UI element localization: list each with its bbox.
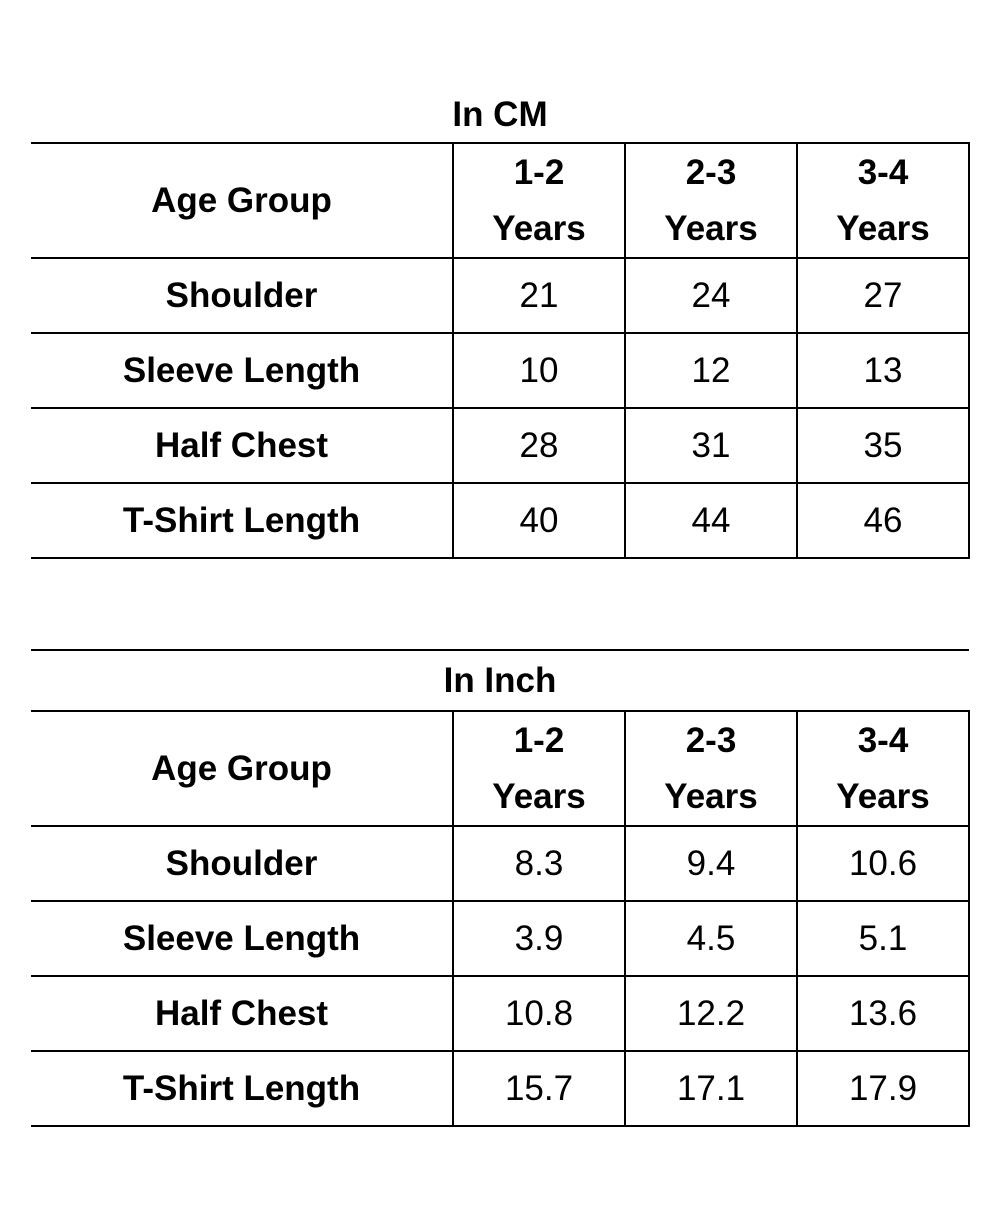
column-header: 3-4 Years — [796, 710, 970, 827]
table-cell: 28 — [452, 407, 626, 484]
table-title: In Inch — [31, 649, 969, 710]
table-cell: 10.6 — [796, 825, 970, 902]
table-row: T-Shirt Length 40 44 46 — [31, 482, 970, 559]
table-cell: 10 — [452, 332, 626, 409]
header-row: Age Group 1-2 Years 2-3 Years 3-4 Years — [31, 710, 970, 827]
table-cell: 17.1 — [624, 1050, 798, 1127]
row-label: Sleeve Length — [31, 900, 454, 977]
age-range: 1-2 — [513, 152, 565, 192]
row-label: Half Chest — [31, 975, 454, 1052]
age-unit: Years — [664, 776, 758, 816]
age-group-header: Age Group — [31, 710, 454, 827]
table-cell: 31 — [624, 407, 798, 484]
table-cell: 4.5 — [624, 900, 798, 977]
table-cell: 12 — [624, 332, 798, 409]
table-cell: 44 — [624, 482, 798, 559]
table-cell: 15.7 — [452, 1050, 626, 1127]
table-cell: 13.6 — [796, 975, 970, 1052]
table-row: Shoulder 21 24 27 — [31, 257, 970, 334]
size-grid: Age Group 1-2 Years 2-3 Years 3-4 Years Sho… — [31, 142, 970, 559]
table-row: Half Chest 28 31 35 — [31, 407, 970, 484]
size-table-inch: In Inch Age Group 1-2 Years 2-3 Years 3-4 Y… — [31, 649, 970, 1127]
table-cell: 40 — [452, 482, 626, 559]
size-grid: Age Group 1-2 Years 2-3 Years 3-4 Years Sho… — [31, 710, 970, 1127]
age-range: 3-4 — [857, 720, 909, 760]
row-label: T-Shirt Length — [31, 482, 454, 559]
column-header: 2-3 Years — [624, 142, 798, 259]
age-range: 1-2 — [513, 720, 565, 760]
table-row: Half Chest 10.8 12.2 13.6 — [31, 975, 970, 1052]
table-cell: 24 — [624, 257, 798, 334]
size-table-cm: In CM Age Group 1-2 Years 2-3 Years 3-4 Yea… — [31, 88, 970, 559]
table-cell: 3.9 — [452, 900, 626, 977]
age-unit: Years — [492, 776, 586, 816]
column-header: 3-4 Years — [796, 142, 970, 259]
column-header: 1-2 Years — [452, 142, 626, 259]
age-group-header: Age Group — [31, 142, 454, 259]
table-row: Sleeve Length 10 12 13 — [31, 332, 970, 409]
table-cell: 46 — [796, 482, 970, 559]
table-cell: 35 — [796, 407, 970, 484]
table-cell: 8.3 — [452, 825, 626, 902]
age-unit: Years — [492, 208, 586, 248]
table-cell: 9.4 — [624, 825, 798, 902]
table-row: T-Shirt Length 15.7 17.1 17.9 — [31, 1050, 970, 1127]
row-label: Half Chest — [31, 407, 454, 484]
age-unit: Years — [836, 208, 930, 248]
age-range: 2-3 — [685, 720, 737, 760]
row-label: Shoulder — [31, 257, 454, 334]
row-label: T-Shirt Length — [31, 1050, 454, 1127]
column-header: 2-3 Years — [624, 710, 798, 827]
age-unit: Years — [836, 776, 930, 816]
column-header: 1-2 Years — [452, 710, 626, 827]
table-row: Sleeve Length 3.9 4.5 5.1 — [31, 900, 970, 977]
table-row: Shoulder 8.3 9.4 10.6 — [31, 825, 970, 902]
table-cell: 5.1 — [796, 900, 970, 977]
header-row: Age Group 1-2 Years 2-3 Years 3-4 Years — [31, 142, 970, 259]
row-label: Sleeve Length — [31, 332, 454, 409]
age-unit: Years — [664, 208, 758, 248]
table-cell: 27 — [796, 257, 970, 334]
table-cell: 12.2 — [624, 975, 798, 1052]
table-cell: 17.9 — [796, 1050, 970, 1127]
table-cell: 13 — [796, 332, 970, 409]
table-title: In CM — [452, 95, 548, 134]
table-cell: 21 — [452, 257, 626, 334]
table-cell: 10.8 — [452, 975, 626, 1052]
row-label: Shoulder — [31, 825, 454, 902]
age-range: 2-3 — [685, 152, 737, 192]
age-range: 3-4 — [857, 152, 909, 192]
